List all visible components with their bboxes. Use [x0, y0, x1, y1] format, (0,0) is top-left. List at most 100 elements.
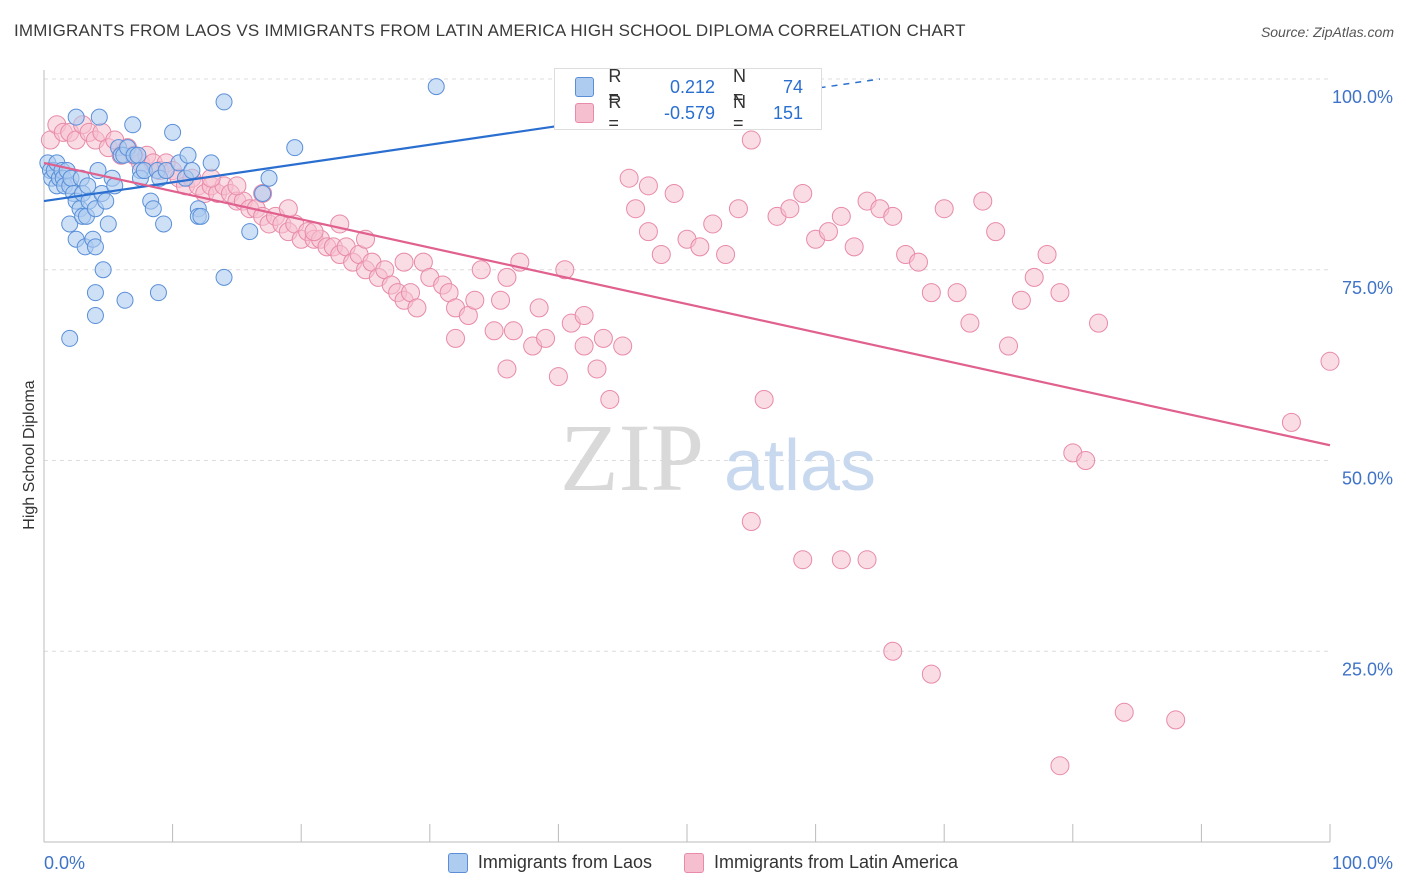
- legend-item-laos[interactable]: Immigrants from Laos: [447, 852, 652, 873]
- latin-america-point: [503, 321, 523, 341]
- laos-legend-swatch: [447, 852, 468, 873]
- laos-n-value: 74: [782, 76, 803, 97]
- latin-america-point: [1050, 756, 1070, 776]
- latin-america-point: [857, 550, 877, 570]
- laos-point: [164, 123, 182, 141]
- laos-point: [192, 207, 210, 225]
- latin-america-point: [1089, 313, 1109, 333]
- laos-point: [86, 238, 104, 256]
- stats-row-latin-america: R = -0.579 N = 151: [575, 92, 821, 133]
- laos-point: [116, 291, 134, 309]
- latin-america-point: [619, 168, 639, 188]
- laos-point: [79, 177, 97, 195]
- latin-america-point: [947, 283, 967, 303]
- laos-point: [427, 78, 445, 96]
- latin-america-point: [407, 298, 427, 318]
- latin-america-point: [278, 199, 298, 219]
- latin-america-r-value: -0.579: [663, 102, 716, 123]
- latin-america-point: [908, 252, 928, 272]
- series-latin-america-points: [40, 115, 1340, 776]
- latin-america-point: [741, 130, 761, 150]
- latin-america-point: [593, 328, 613, 348]
- laos-swatch: [575, 77, 595, 97]
- latin-america-point: [883, 206, 903, 226]
- latin-america-point: [1320, 351, 1340, 371]
- laos-point: [215, 93, 233, 111]
- source-credit: Source: ZipAtlas.com: [1260, 24, 1394, 40]
- latin-america-point: [818, 222, 838, 242]
- latin-america-point: [651, 244, 671, 264]
- latin-america-point: [638, 176, 658, 196]
- latin-america-point: [999, 336, 1018, 356]
- latin-america-point: [780, 199, 800, 219]
- latin-america-point: [960, 313, 980, 333]
- latin-america-point: [529, 298, 549, 318]
- latin-america-point: [638, 222, 658, 242]
- latin-america-point: [471, 260, 491, 280]
- legend-item-latin-america[interactable]: Immigrants from Latin America: [683, 852, 958, 873]
- legend-label-laos: Immigrants from Laos: [477, 852, 652, 872]
- laos-point: [241, 223, 259, 241]
- latin-america-point: [921, 664, 941, 684]
- latin-america-point: [690, 237, 710, 257]
- laos-point: [157, 162, 175, 180]
- latin-america-point: [703, 214, 723, 234]
- series-laos-points: [39, 78, 445, 347]
- laos-point: [144, 200, 162, 218]
- latin-america-point: [555, 260, 575, 280]
- laos-point: [254, 184, 272, 202]
- laos-point: [97, 192, 115, 210]
- y-axis-label: High School Diploma: [21, 380, 38, 530]
- latin-america-point: [1076, 451, 1096, 470]
- latin-america-point: [626, 199, 646, 219]
- latin-america-point: [491, 290, 511, 310]
- laos-point: [149, 284, 167, 302]
- latin-america-point: [394, 252, 414, 272]
- laos-point: [215, 268, 233, 286]
- laos-point: [202, 154, 220, 172]
- latin-america-legend-swatch: [683, 852, 704, 873]
- latin-america-point: [973, 191, 993, 211]
- latin-america-point: [793, 550, 813, 570]
- x-axis-max-label: 100.0%: [1332, 853, 1393, 873]
- y-tick-label: 25.0%: [1342, 659, 1393, 679]
- latin-america-point: [548, 367, 568, 387]
- latin-america-trend-line: [43, 161, 1331, 447]
- y-tick-label: 50.0%: [1342, 469, 1393, 489]
- laos-point: [124, 116, 142, 134]
- laos-point: [61, 215, 79, 233]
- y-tick-label: 75.0%: [1342, 278, 1393, 298]
- axes: [43, 70, 1331, 843]
- latin-america-swatch: [575, 103, 595, 123]
- laos-trend-line: [43, 124, 559, 203]
- gridlines: [44, 78, 1330, 652]
- latin-america-point: [574, 306, 594, 326]
- laos-point: [86, 307, 104, 325]
- r-label: R =: [608, 66, 622, 107]
- latin-america-point: [883, 641, 903, 661]
- x-axis-min-label: 0.0%: [44, 853, 85, 873]
- latin-america-point: [587, 359, 607, 379]
- latin-america-point: [227, 176, 247, 196]
- latin-america-point: [465, 290, 485, 310]
- laos-point: [183, 162, 201, 180]
- n-label: N =: [733, 92, 747, 133]
- laos-point: [67, 108, 85, 126]
- bottom-legend: Immigrants from Laos Immigrants from Lat…: [0, 852, 1406, 873]
- r-label: R =: [608, 92, 622, 133]
- latin-america-point: [1037, 244, 1057, 264]
- laos-point: [90, 108, 108, 126]
- latin-america-point: [1114, 702, 1134, 722]
- laos-point: [129, 146, 147, 164]
- laos-point: [179, 146, 197, 164]
- y-tick-label: 100.0%: [1332, 87, 1393, 107]
- latin-america-point: [728, 199, 748, 219]
- trend-lines: [43, 78, 1331, 447]
- latin-america-point: [664, 183, 684, 203]
- latin-america-point: [484, 321, 504, 341]
- latin-america-point: [986, 222, 1006, 242]
- laos-point: [94, 261, 112, 279]
- latin-america-point: [716, 244, 736, 264]
- latin-america-point: [304, 222, 324, 242]
